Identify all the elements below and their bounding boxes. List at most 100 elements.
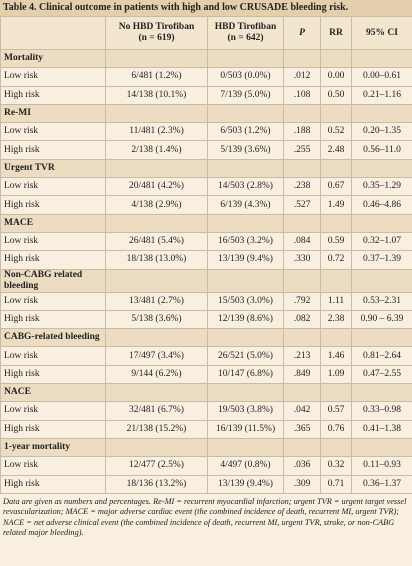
cell: 0.00–0.61 bbox=[351, 67, 412, 87]
section-label: 1-year mortality bbox=[0, 437, 106, 458]
section-row: 1-year mortality bbox=[0, 437, 412, 458]
data-row: High risk 21/138 (15.2%) 16/139 (11.5%) .36… bbox=[0, 419, 412, 439]
empty-cell bbox=[105, 268, 208, 293]
cell: 26/481 (5.4%) bbox=[105, 231, 208, 252]
section-row: NACE bbox=[0, 383, 412, 403]
empty-cell bbox=[320, 328, 352, 348]
row-label: Low risk bbox=[0, 346, 106, 366]
row-label: Low risk bbox=[0, 401, 106, 421]
empty-cell bbox=[351, 437, 412, 458]
header-cell: HBD Tirofiban (n = 642) bbox=[207, 16, 284, 50]
row-label: Low risk bbox=[0, 177, 106, 197]
empty-cell bbox=[320, 213, 352, 233]
data-row: Low risk 17/497 (3.4%) 26/521 (5.0%) .213 1.… bbox=[0, 346, 412, 366]
data-row: High risk 4/138 (2.9%) 6/139 (4.3%) .527 1.4… bbox=[0, 195, 412, 215]
empty-cell bbox=[207, 158, 284, 179]
empty-cell bbox=[351, 328, 412, 348]
empty-cell bbox=[207, 328, 284, 348]
section-row: Urgent TVR bbox=[0, 158, 412, 179]
cell: 1.11 bbox=[320, 291, 352, 311]
section-row: Re-MI bbox=[0, 103, 412, 124]
cell: 0.56–11.0 bbox=[351, 140, 412, 160]
cell: 0.52 bbox=[320, 122, 352, 142]
empty-cell bbox=[320, 268, 352, 293]
cell: 14/138 (10.1%) bbox=[105, 85, 208, 105]
row-label: Low risk bbox=[0, 67, 106, 87]
cell: 9/144 (6.2%) bbox=[105, 364, 208, 385]
cell: 6/503 (1.2%) bbox=[207, 122, 284, 142]
cell: 0.35–1.29 bbox=[351, 177, 412, 197]
data-row: Low risk 26/481 (5.4%) 16/503 (3.2%) .084 0.… bbox=[0, 231, 412, 252]
data-row: Low risk 13/481 (2.7%) 15/503 (3.0%) .792 1.… bbox=[0, 291, 412, 311]
cell: 0.47–2.55 bbox=[351, 364, 412, 385]
empty-cell bbox=[105, 213, 208, 233]
empty-cell bbox=[207, 383, 284, 403]
cell: 16/503 (3.2%) bbox=[207, 231, 284, 252]
empty-cell bbox=[207, 103, 284, 124]
header-cell: RR bbox=[320, 16, 352, 50]
cell: .255 bbox=[283, 140, 321, 160]
row-label: High risk bbox=[0, 474, 106, 494]
empty-cell bbox=[283, 213, 321, 233]
cell: 1.49 bbox=[320, 195, 352, 215]
cell: 13/139 (9.4%) bbox=[207, 474, 284, 494]
table: No HBD Tirofiban (n = 619) HBD Tirofiban (n… bbox=[0, 16, 412, 494]
cell: .330 bbox=[283, 250, 321, 270]
header-text: 95% CI bbox=[366, 27, 398, 38]
cell: 0.90 – 6.39 bbox=[351, 309, 412, 330]
section-row: Mortality bbox=[0, 48, 412, 69]
section-row: Non-CABG related bleeding bbox=[0, 268, 412, 293]
cell: 0.41–1.38 bbox=[351, 419, 412, 439]
cell: .849 bbox=[283, 364, 321, 385]
empty-cell bbox=[207, 268, 284, 293]
cell: 0.36–1.37 bbox=[351, 474, 412, 494]
cell: 0.33–0.98 bbox=[351, 401, 412, 421]
footnote: Data are given as numbers and percentage… bbox=[3, 496, 407, 538]
section-label: Re-MI bbox=[0, 103, 106, 124]
cell: 1.09 bbox=[320, 364, 352, 385]
header-text: HBD Tirofiban bbox=[214, 22, 277, 32]
cell: 26/521 (5.0%) bbox=[207, 346, 284, 366]
table-title: Table 4. Clinical outcome in patients wi… bbox=[0, 0, 412, 16]
section-label: MACE bbox=[0, 213, 106, 233]
section-label: Mortality bbox=[0, 48, 106, 69]
cell: 6/139 (4.3%) bbox=[207, 195, 284, 215]
data-row: Low risk 12/477 (2.5%) 4/497 (0.8%) .036 0.3… bbox=[0, 456, 412, 476]
cell: 0.00 bbox=[320, 67, 352, 87]
data-row: High risk 18/138 (13.0%) 13/139 (9.4%) .330… bbox=[0, 250, 412, 270]
cell: 18/138 (13.0%) bbox=[105, 250, 208, 270]
cell: .365 bbox=[283, 419, 321, 439]
row-label: High risk bbox=[0, 419, 106, 439]
section-label: Non-CABG related bleeding bbox=[0, 268, 106, 293]
empty-cell bbox=[283, 437, 321, 458]
cell: .792 bbox=[283, 291, 321, 311]
cell: 0.57 bbox=[320, 401, 352, 421]
empty-cell bbox=[105, 328, 208, 348]
empty-cell bbox=[105, 158, 208, 179]
cell: .238 bbox=[283, 177, 321, 197]
row-label: Low risk bbox=[0, 122, 106, 142]
cell: 0.32 bbox=[320, 456, 352, 476]
empty-cell bbox=[320, 48, 352, 69]
data-row: Low risk 20/481 (4.2%) 14/503 (2.8%) .238 0.… bbox=[0, 177, 412, 197]
row-label: High risk bbox=[0, 140, 106, 160]
empty-cell bbox=[283, 328, 321, 348]
cell: 17/497 (3.4%) bbox=[105, 346, 208, 366]
data-row: High risk 18/136 (13.2%) 13/139 (9.4%) .309… bbox=[0, 474, 412, 494]
header-cell bbox=[0, 16, 106, 50]
cell: .042 bbox=[283, 401, 321, 421]
data-row: High risk 5/138 (3.6%) 12/139 (8.6%) .082 2.… bbox=[0, 309, 412, 330]
header-text: RR bbox=[329, 27, 343, 38]
empty-cell bbox=[351, 268, 412, 293]
row-label: High risk bbox=[0, 364, 106, 385]
cell: 2.38 bbox=[320, 309, 352, 330]
empty-cell bbox=[283, 158, 321, 179]
header-text: No HBD Tirofiban bbox=[118, 22, 195, 32]
cell: 4/497 (0.8%) bbox=[207, 456, 284, 476]
cell: 0.37–1.39 bbox=[351, 250, 412, 270]
cell: .213 bbox=[283, 346, 321, 366]
cell: .527 bbox=[283, 195, 321, 215]
cell: 5/139 (3.6%) bbox=[207, 140, 284, 160]
cell: 14/503 (2.8%) bbox=[207, 177, 284, 197]
cell: 10/147 (6.8%) bbox=[207, 364, 284, 385]
